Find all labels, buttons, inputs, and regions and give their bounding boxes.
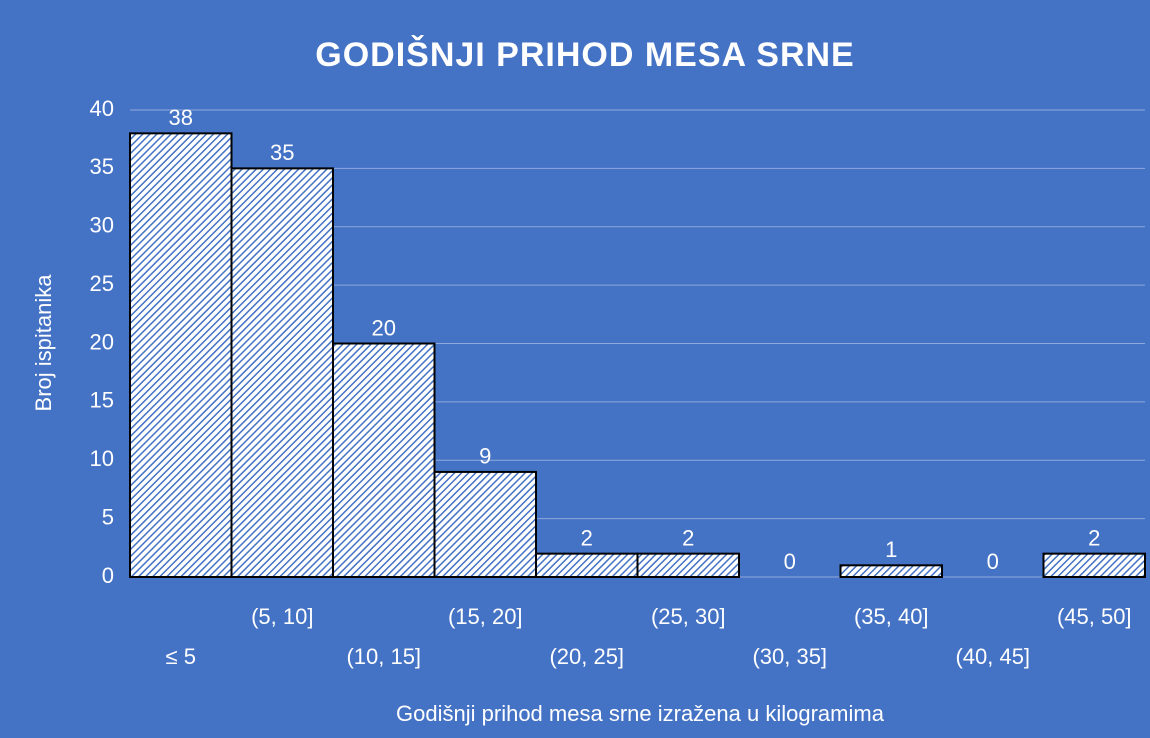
y-tick-label: 25: [90, 271, 114, 296]
bar: [230, 167, 334, 578]
data-label: 35: [270, 140, 294, 165]
bar: [129, 132, 233, 578]
x-tick-label: (20, 25]: [549, 644, 624, 669]
y-tick-label: 5: [102, 504, 114, 529]
y-tick-label: 0: [102, 563, 114, 588]
data-label: 1: [885, 537, 897, 562]
x-tick-label: (5, 10]: [251, 604, 313, 629]
data-label: 2: [581, 525, 593, 550]
x-tick-label: (10, 15]: [346, 644, 421, 669]
x-tick-label: (30, 35]: [752, 644, 827, 669]
x-tick-label: (25, 30]: [651, 604, 726, 629]
data-label: 2: [682, 525, 694, 550]
data-label: 0: [987, 549, 999, 574]
y-tick-label: 10: [90, 446, 114, 471]
bar: [839, 564, 943, 579]
bar: [636, 552, 740, 579]
chart-title: GODIŠNJI PRIHOD MESA SRNE: [315, 35, 854, 74]
data-label: 20: [372, 315, 396, 340]
y-tick-label: 35: [90, 154, 114, 179]
y-tick-label: 30: [90, 213, 114, 238]
data-label: 2: [1088, 525, 1100, 550]
x-tick-label: (15, 20]: [448, 604, 523, 629]
x-tick-label: (40, 45]: [955, 644, 1030, 669]
y-axis-label: Broj ispitanika: [31, 274, 56, 412]
x-axis-label: Godišnji prihod mesa srne izražena u kil…: [396, 701, 885, 726]
x-tick-label: ≤ 5: [166, 644, 196, 669]
y-tick-label: 40: [90, 96, 114, 121]
x-tick-label: (35, 40]: [854, 604, 929, 629]
x-tick-label: (45, 50]: [1057, 604, 1132, 629]
bar: [535, 552, 639, 579]
bar: [1042, 552, 1146, 579]
bar: [433, 470, 537, 578]
y-tick-label: 15: [90, 388, 114, 413]
data-label: 0: [784, 549, 796, 574]
y-tick-label: 20: [90, 329, 114, 354]
bar: [332, 342, 436, 578]
data-label: 38: [169, 105, 193, 130]
data-label: 9: [479, 444, 491, 469]
